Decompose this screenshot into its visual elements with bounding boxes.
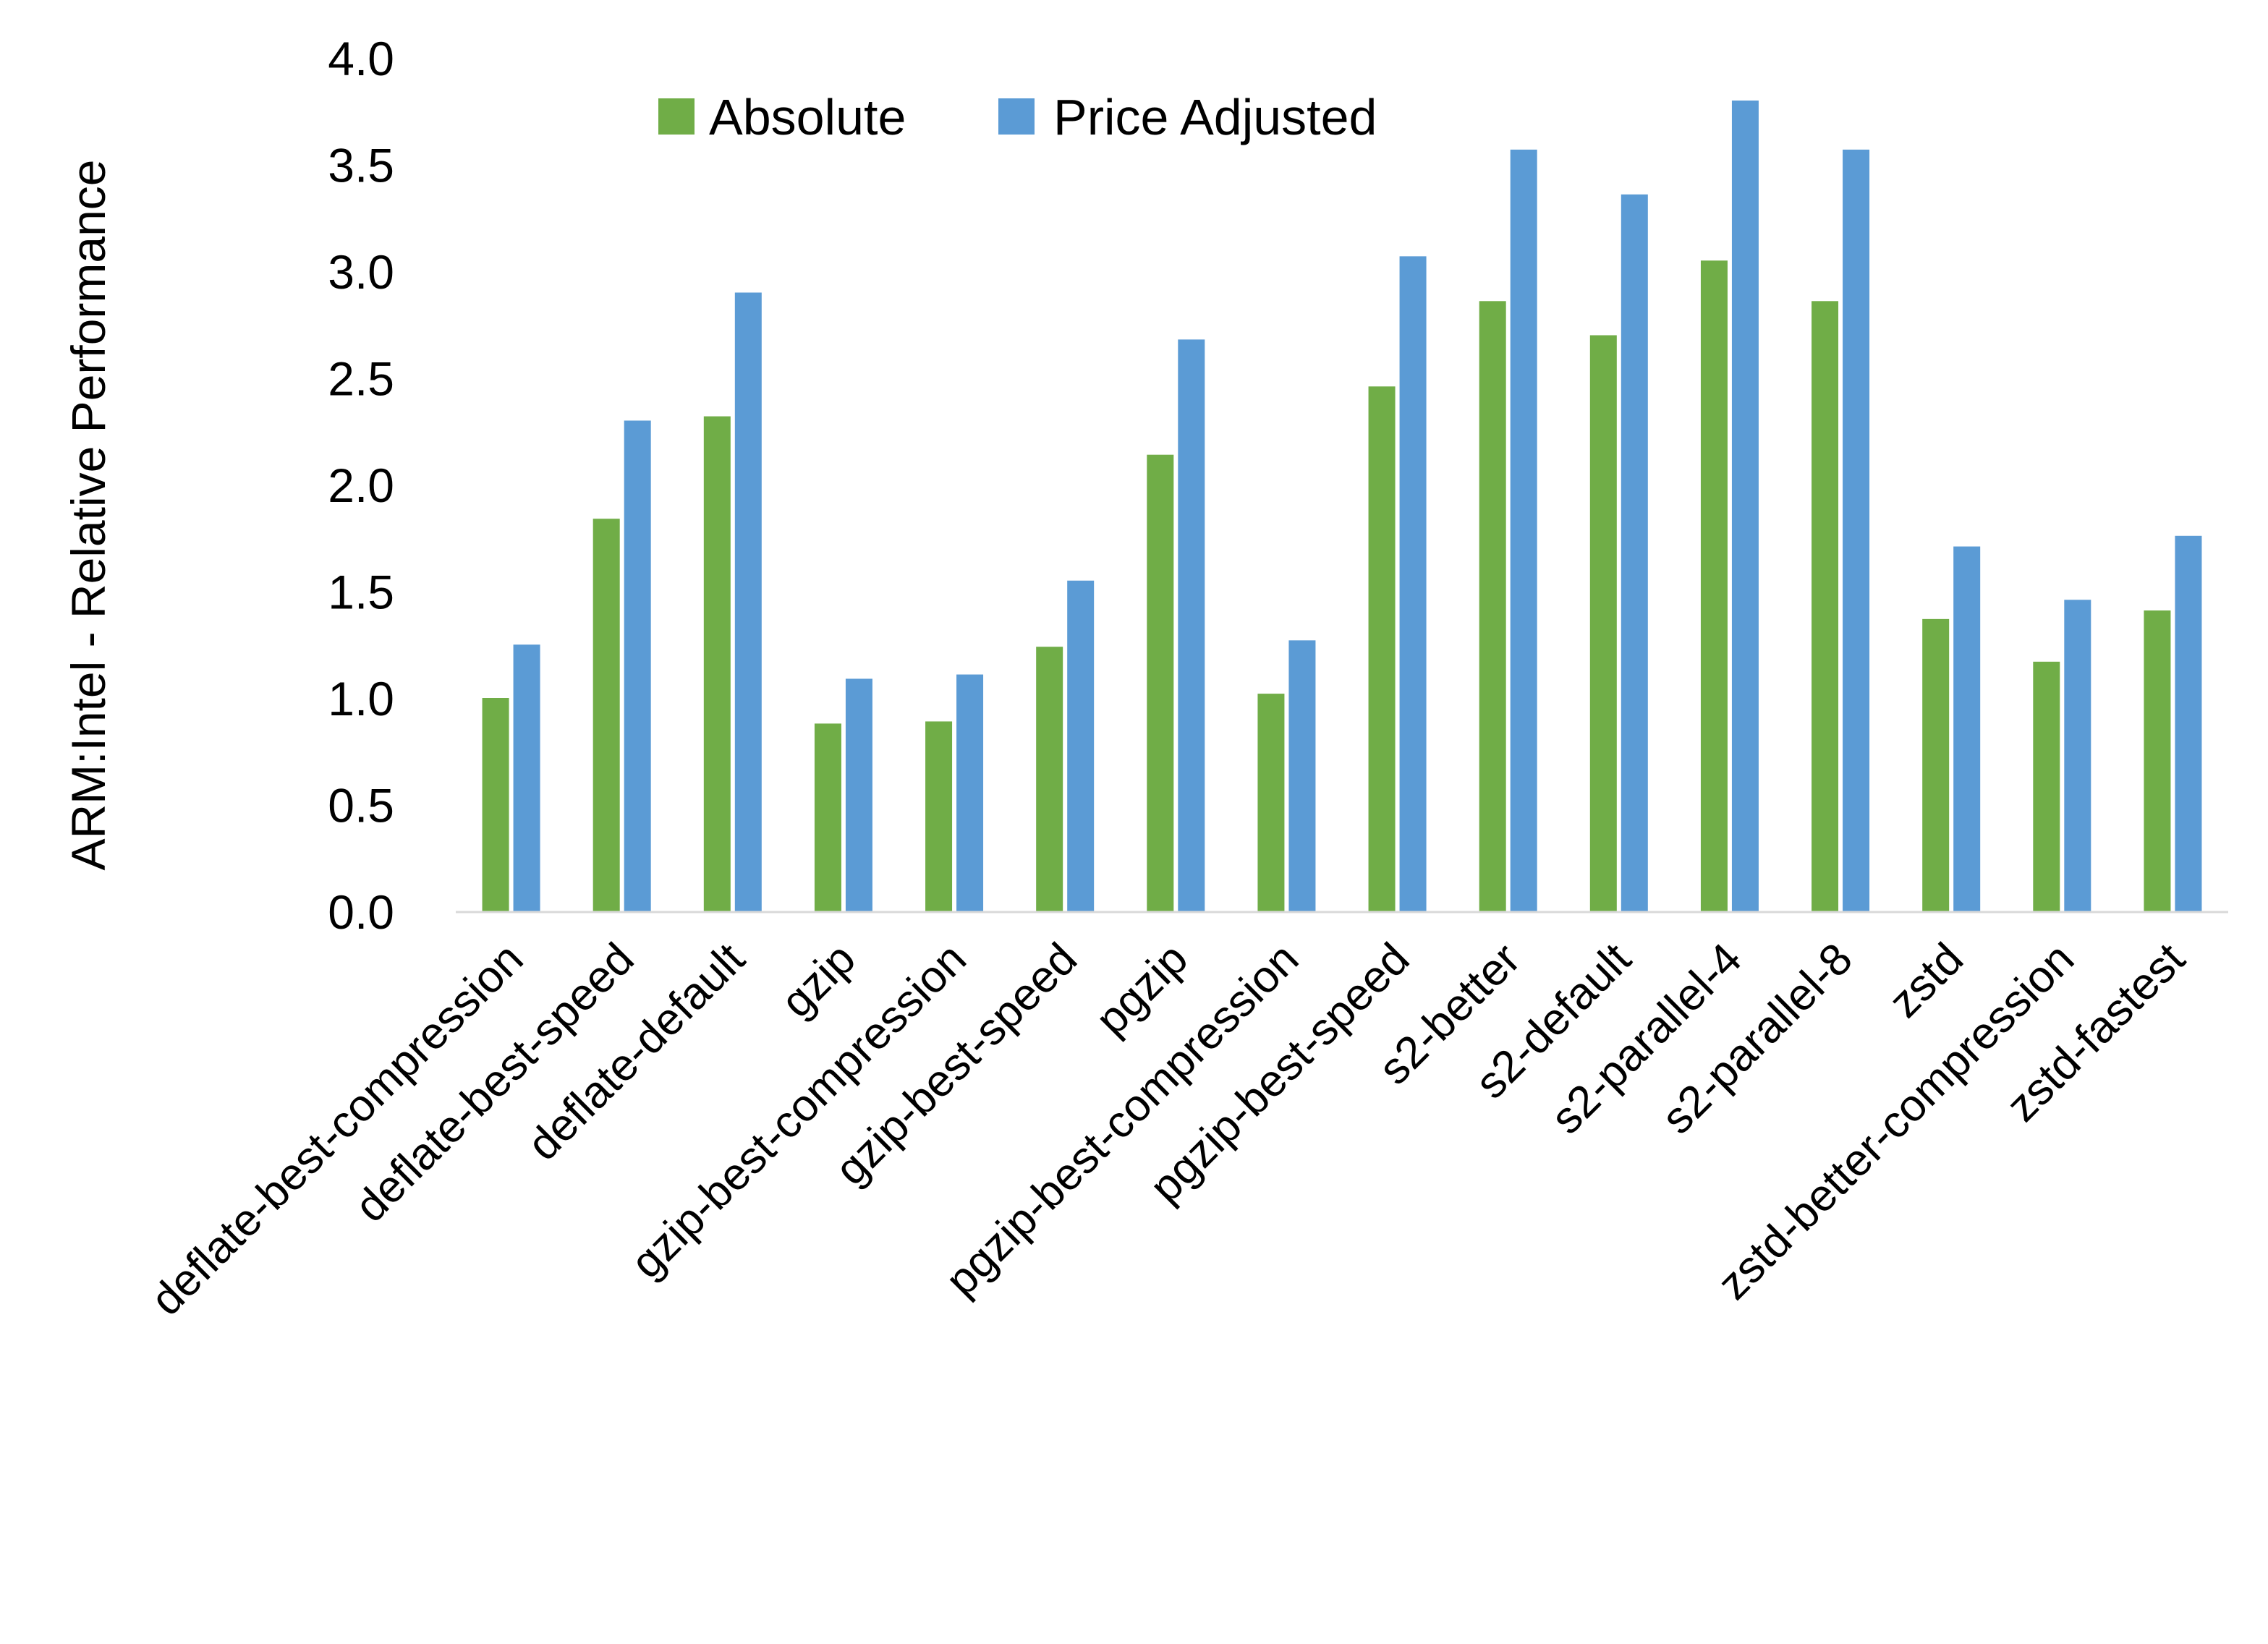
- bar-absolute-s2-default: [1589, 335, 1617, 911]
- y-tick-label: 3.0: [328, 245, 394, 299]
- bar-absolute-s2-parallel-8: [1812, 301, 1839, 911]
- bar-price-adjusted-s2-parallel-8: [1843, 149, 1870, 912]
- y-tick-label: 4.0: [328, 32, 394, 85]
- y-tick-label: 0.0: [328, 885, 394, 939]
- bar-absolute-pgzip: [1147, 454, 1174, 911]
- bar-absolute-gzip-best-speed: [1036, 647, 1063, 911]
- legend-label-absolute: Absolute: [709, 89, 906, 145]
- bar-absolute-s2-better: [1479, 301, 1506, 911]
- bar-price-adjusted-pgzip-best-speed: [1399, 256, 1427, 912]
- y-tick-label: 3.5: [328, 139, 394, 192]
- bar-absolute-zstd: [1922, 618, 1950, 911]
- bars-group: [482, 101, 2202, 912]
- bar-absolute-zstd-fastest: [2144, 610, 2171, 911]
- y-tick-label: 1.5: [328, 566, 394, 619]
- bar-price-adjusted-pgzip: [1178, 339, 1205, 911]
- bar-absolute-gzip-best-compression: [925, 721, 953, 911]
- bar-price-adjusted-gzip-best-compression: [956, 674, 984, 911]
- legend-label-price-adjusted: Price Adjusted: [1053, 89, 1377, 145]
- bar-price-adjusted-zstd-better-compression: [2064, 600, 2091, 911]
- y-tick-label: 2.0: [328, 459, 394, 512]
- bar-absolute-pgzip-best-compression: [1257, 694, 1285, 911]
- bar-absolute-pgzip-best-speed: [1368, 386, 1396, 911]
- bar-price-adjusted-deflate-best-compression: [513, 644, 540, 911]
- bar-absolute-deflate-default: [703, 416, 731, 911]
- bar-price-adjusted-gzip-best-speed: [1067, 580, 1095, 911]
- y-tick-label: 2.5: [328, 352, 394, 406]
- y-tick-labels: 0.0 0.5 1.0 1.5 2.0 2.5 3.0 3.5 4.0: [328, 32, 394, 939]
- legend: Absolute Price Adjusted: [658, 89, 1377, 145]
- bar-price-adjusted-zstd-fastest: [2175, 535, 2202, 911]
- bar-absolute-s2-parallel-4: [1700, 260, 1728, 911]
- bar-price-adjusted-s2-better: [1510, 149, 1537, 912]
- bar-absolute-deflate-best-compression: [482, 698, 509, 911]
- bar-price-adjusted-s2-parallel-4: [1731, 101, 1759, 911]
- bar-absolute-zstd-better-compression: [2033, 661, 2060, 911]
- bar-absolute-gzip: [814, 723, 841, 911]
- y-tick-label: 0.5: [328, 779, 394, 832]
- y-tick-label: 1.0: [328, 672, 394, 725]
- y-axis-title: ARM:Intel - Relative Performance: [61, 159, 115, 870]
- category-labels: deflate-best-compressiondeflate-best-spe…: [141, 934, 2194, 1325]
- category-label: gzip: [772, 934, 865, 1027]
- bar-price-adjusted-zstd: [1953, 546, 1981, 911]
- bar-price-adjusted-pgzip-best-compression: [1288, 640, 1316, 911]
- legend-swatch-absolute: [658, 98, 695, 135]
- bar-price-adjusted-s2-default: [1621, 194, 1648, 911]
- bar-price-adjusted-gzip: [845, 678, 872, 911]
- legend-swatch-price-adjusted: [998, 98, 1035, 135]
- bar-price-adjusted-deflate-default: [734, 292, 762, 911]
- category-label: zstd: [1880, 934, 1973, 1027]
- bar-price-adjusted-deflate-best-speed: [624, 420, 651, 911]
- bar-absolute-deflate-best-speed: [593, 519, 620, 911]
